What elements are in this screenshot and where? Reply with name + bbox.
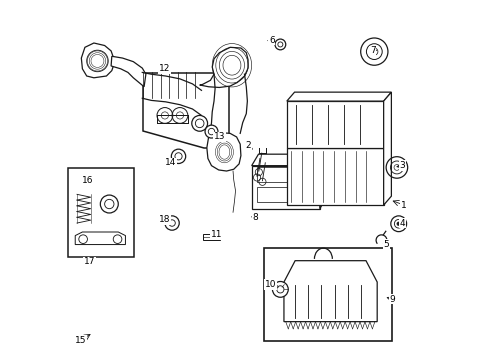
Text: 11: 11 xyxy=(210,230,222,239)
Circle shape xyxy=(164,216,179,230)
Text: 9: 9 xyxy=(388,294,394,303)
Text: 12: 12 xyxy=(159,64,170,73)
Text: 16: 16 xyxy=(81,176,93,185)
Text: 15: 15 xyxy=(74,336,86,345)
Circle shape xyxy=(171,149,185,163)
Circle shape xyxy=(191,116,207,131)
Polygon shape xyxy=(199,47,247,87)
Circle shape xyxy=(168,220,175,226)
Polygon shape xyxy=(206,133,241,171)
Bar xyxy=(251,166,319,209)
Bar xyxy=(286,101,383,148)
Circle shape xyxy=(204,125,218,138)
Bar xyxy=(264,248,391,341)
Circle shape xyxy=(276,286,284,293)
Bar xyxy=(257,187,314,202)
Text: 2: 2 xyxy=(245,141,250,150)
Polygon shape xyxy=(111,56,145,87)
Text: 10: 10 xyxy=(264,280,276,289)
Polygon shape xyxy=(383,92,390,205)
Polygon shape xyxy=(81,43,113,78)
Circle shape xyxy=(113,235,122,243)
Circle shape xyxy=(272,282,287,297)
Polygon shape xyxy=(143,73,229,148)
Text: 5: 5 xyxy=(383,240,388,249)
Text: 1: 1 xyxy=(400,201,406,210)
Text: 17: 17 xyxy=(83,257,95,266)
Polygon shape xyxy=(284,261,376,321)
Text: 6: 6 xyxy=(268,36,274,45)
Text: 8: 8 xyxy=(252,213,258,222)
Circle shape xyxy=(79,235,87,243)
Polygon shape xyxy=(286,92,390,101)
Polygon shape xyxy=(319,154,326,209)
Circle shape xyxy=(100,195,118,213)
Polygon shape xyxy=(75,232,125,244)
Bar xyxy=(68,168,134,257)
Text: 14: 14 xyxy=(165,158,176,167)
Bar xyxy=(257,167,314,182)
Text: 7: 7 xyxy=(369,46,375,55)
Polygon shape xyxy=(251,154,326,166)
Bar xyxy=(286,148,383,205)
Text: 13: 13 xyxy=(213,132,224,141)
Text: 3: 3 xyxy=(399,161,405,170)
Text: 18: 18 xyxy=(159,215,170,224)
Circle shape xyxy=(396,222,400,226)
Bar xyxy=(202,234,220,239)
Text: 4: 4 xyxy=(399,219,404,228)
